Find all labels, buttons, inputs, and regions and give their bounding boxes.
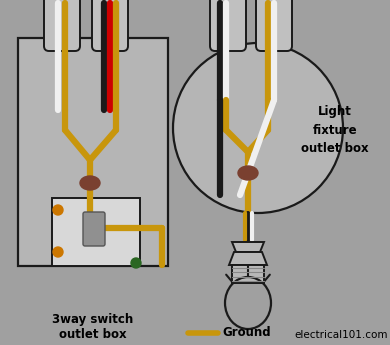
FancyBboxPatch shape bbox=[52, 198, 140, 266]
Circle shape bbox=[173, 43, 343, 213]
Ellipse shape bbox=[238, 166, 258, 180]
FancyBboxPatch shape bbox=[18, 38, 168, 266]
Ellipse shape bbox=[80, 176, 100, 190]
Ellipse shape bbox=[53, 205, 63, 215]
Text: electrical101.com: electrical101.com bbox=[294, 330, 388, 340]
FancyBboxPatch shape bbox=[44, 0, 80, 51]
FancyBboxPatch shape bbox=[232, 265, 264, 283]
FancyBboxPatch shape bbox=[83, 212, 105, 246]
Text: Light
fixture
outlet box: Light fixture outlet box bbox=[301, 105, 369, 156]
Ellipse shape bbox=[53, 247, 63, 257]
Polygon shape bbox=[229, 252, 267, 265]
Text: Ground: Ground bbox=[222, 326, 271, 339]
FancyBboxPatch shape bbox=[92, 0, 128, 51]
Ellipse shape bbox=[131, 258, 141, 268]
Polygon shape bbox=[232, 242, 264, 252]
FancyBboxPatch shape bbox=[210, 0, 246, 51]
Text: 3way switch
outlet box: 3way switch outlet box bbox=[52, 313, 134, 341]
FancyBboxPatch shape bbox=[256, 0, 292, 51]
